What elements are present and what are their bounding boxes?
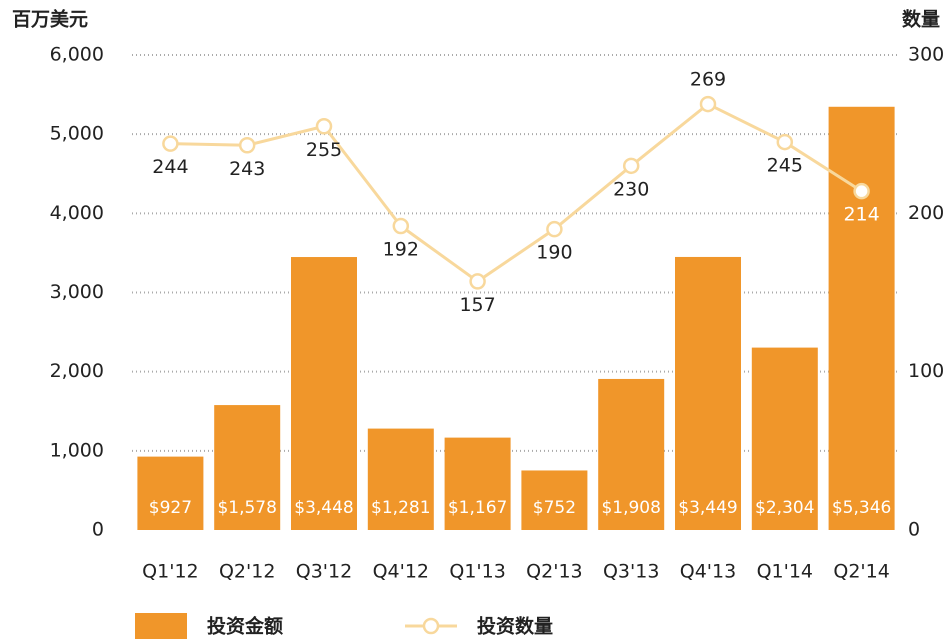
legend-swatch xyxy=(422,617,440,635)
bar-value-label: $3,448 xyxy=(294,498,353,518)
bar xyxy=(598,378,665,530)
x-tick-label: Q4'13 xyxy=(680,561,736,583)
y-tick-label: 0 xyxy=(92,519,104,541)
y2-tick-label: 200 xyxy=(908,202,944,224)
bar xyxy=(367,428,434,530)
x-tick-label: Q3'12 xyxy=(296,561,352,583)
bar-value-label: $2,304 xyxy=(755,498,814,518)
line-marker xyxy=(546,220,563,238)
legend-label: 投资数量 xyxy=(477,615,553,638)
legend-swatch xyxy=(135,613,187,639)
x-tick-label: Q1'14 xyxy=(757,561,813,583)
line-marker xyxy=(469,273,486,290)
line-value-label: 157 xyxy=(459,294,495,316)
bar-value-label: $752 xyxy=(533,498,576,518)
x-tick-label: Q3'13 xyxy=(603,561,659,583)
line-marker xyxy=(699,95,717,113)
bar xyxy=(675,256,741,530)
bar xyxy=(137,456,204,530)
line-marker xyxy=(776,133,794,151)
y2-tick-label: 100 xyxy=(908,360,944,382)
x-tick-label: Q2'13 xyxy=(526,561,582,583)
line-value-label: 230 xyxy=(613,178,649,200)
y2-tick-label: 300 xyxy=(908,44,944,66)
y-axis-title: 百万美元 xyxy=(12,8,88,31)
bar-value-label: $1,167 xyxy=(448,498,507,518)
line-value-label: 255 xyxy=(306,139,342,161)
bar-value-label: $1,281 xyxy=(371,498,430,518)
line-value-label: 192 xyxy=(383,239,419,261)
line-marker xyxy=(622,157,640,175)
line-marker xyxy=(853,182,870,200)
line-value-label: 214 xyxy=(843,204,879,226)
y2-tick-label: 0 xyxy=(908,519,920,541)
line-value-label: 190 xyxy=(536,242,572,264)
bar-value-label: $927 xyxy=(149,498,192,518)
x-tick-label: Q2'12 xyxy=(219,561,275,583)
y2-axis-title: 数量 xyxy=(902,8,940,31)
line-marker xyxy=(392,217,410,235)
line-marker xyxy=(315,118,333,135)
line-marker xyxy=(238,137,256,154)
line-value-label: 269 xyxy=(690,69,726,91)
line-value-label: 243 xyxy=(229,158,265,180)
bar-value-label: $1,578 xyxy=(217,498,276,518)
bar-value-label: $3,449 xyxy=(678,498,737,518)
bar xyxy=(291,257,357,530)
bar xyxy=(214,405,281,530)
line xyxy=(170,102,863,284)
x-tick-label: Q2'14 xyxy=(833,561,889,583)
bar-value-label: $5,346 xyxy=(832,498,891,518)
x-tick-label: Q1'13 xyxy=(449,561,505,583)
x-tick-label: Q1'12 xyxy=(142,561,198,583)
y-tick-label: 2,000 xyxy=(50,360,104,382)
y-tick-label: 5,000 xyxy=(50,123,104,145)
line-value-label: 244 xyxy=(152,156,188,178)
bar xyxy=(521,470,588,530)
line-value-label: 245 xyxy=(767,155,803,177)
line-marker xyxy=(162,135,179,152)
bar xyxy=(828,106,895,531)
bar-value-label: $1,908 xyxy=(601,498,660,518)
bar xyxy=(444,437,511,530)
bar xyxy=(751,347,818,530)
x-tick-label: Q4'12 xyxy=(373,561,429,583)
y-tick-label: 4,000 xyxy=(50,202,104,224)
y-tick-label: 3,000 xyxy=(50,281,104,303)
y-tick-label: 1,000 xyxy=(50,439,104,461)
legend-label: 投资金额 xyxy=(207,615,283,638)
y-tick-label: 6,000 xyxy=(50,44,104,66)
